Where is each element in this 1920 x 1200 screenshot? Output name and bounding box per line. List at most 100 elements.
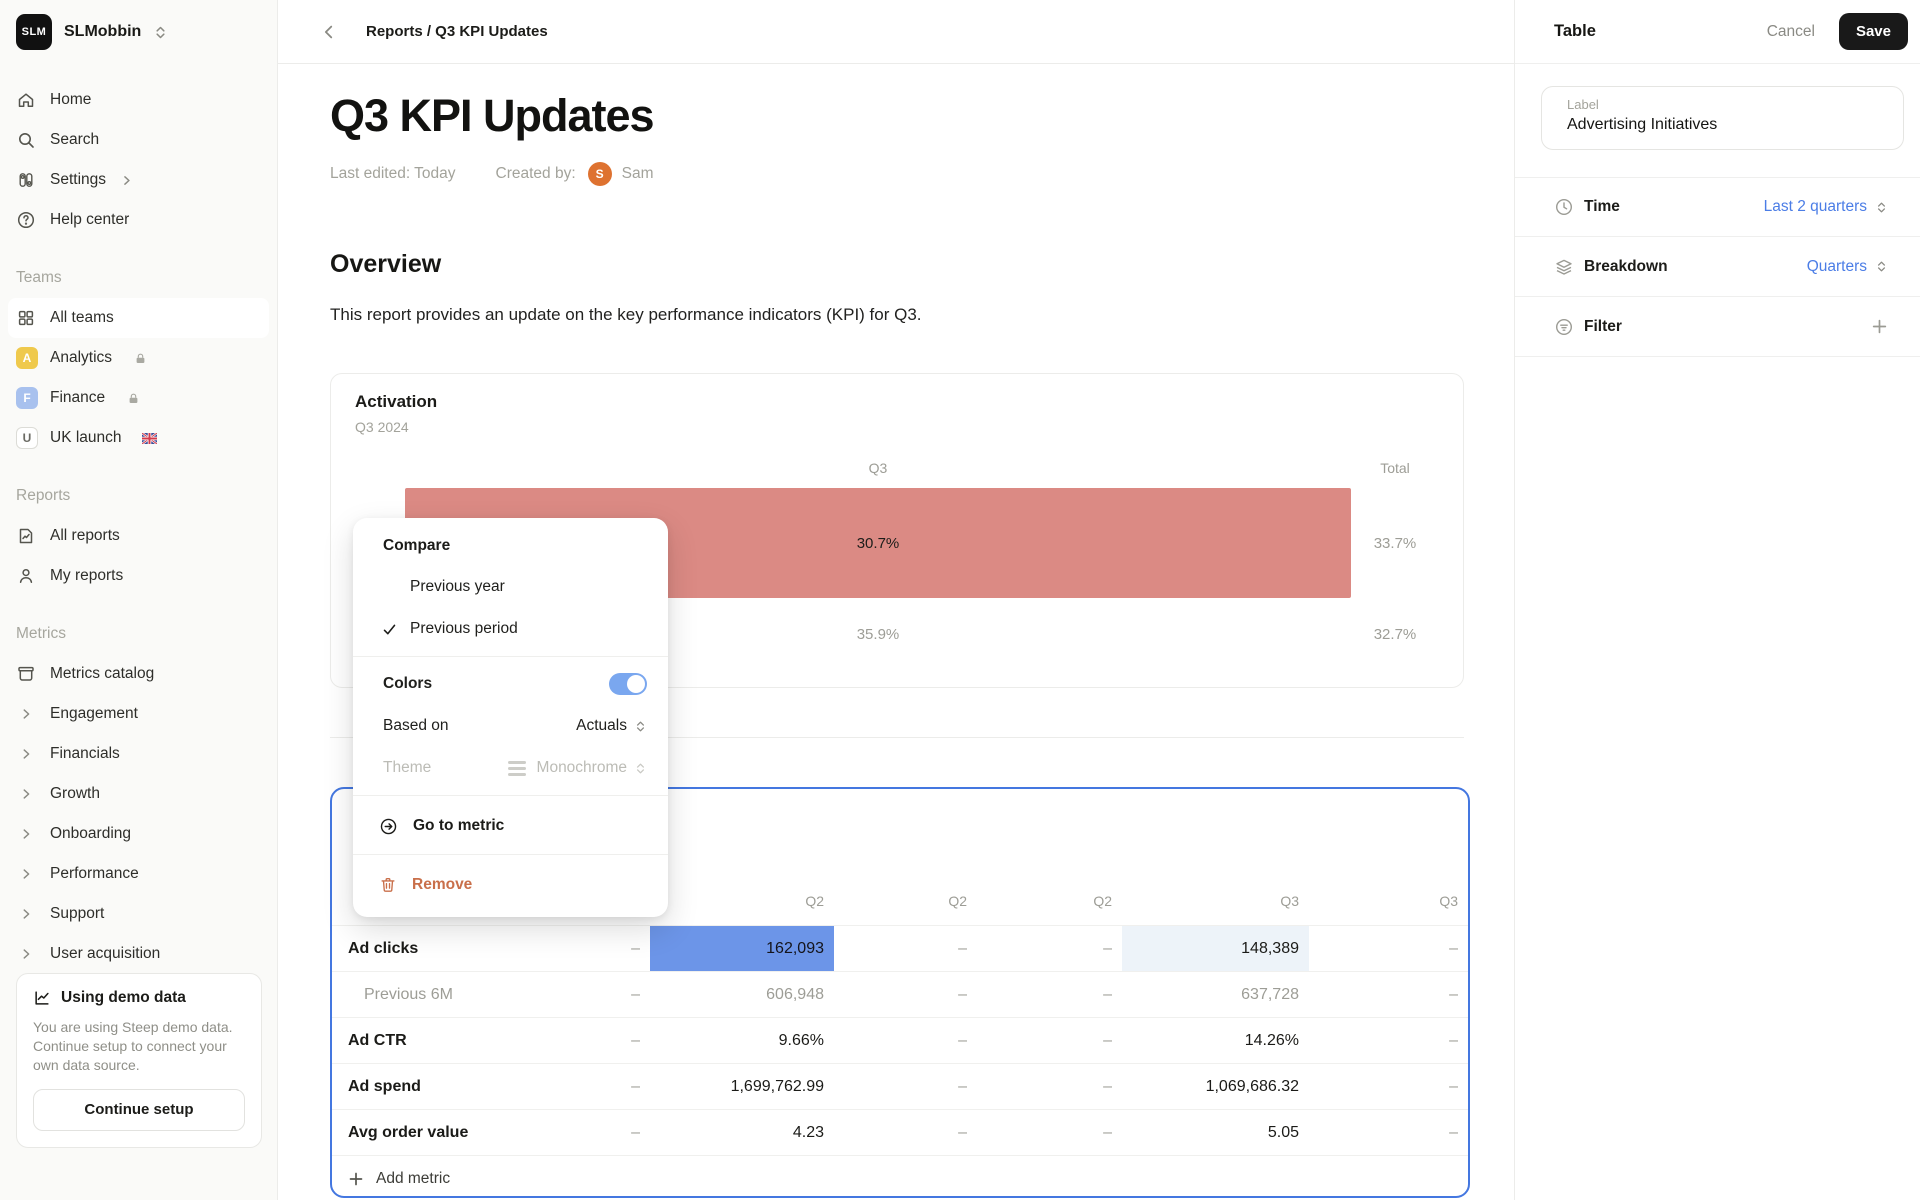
breadcrumb[interactable]: Reports / Q3 KPI Updates bbox=[366, 23, 548, 40]
table-cell-selected[interactable]: 162,093 bbox=[650, 926, 834, 971]
sidebar-item-label: Onboarding bbox=[50, 825, 132, 842]
go-to-metric-button[interactable]: Go to metric bbox=[353, 802, 668, 850]
sidebar-item-label: User acquisition bbox=[50, 945, 161, 962]
table-cell[interactable]: – bbox=[958, 939, 967, 957]
label-field[interactable]: Label Advertising Initiatives bbox=[1541, 86, 1904, 150]
table-cell[interactable]: 606,948 bbox=[766, 985, 824, 1003]
table-cell[interactable]: – bbox=[958, 1031, 967, 1049]
label-field-value: Advertising Initiatives bbox=[1567, 116, 1718, 133]
sidebar-item-settings[interactable]: Settings bbox=[0, 160, 277, 200]
sidebar-item-onboarding[interactable]: Onboarding bbox=[0, 814, 277, 854]
remove-button[interactable]: Remove bbox=[353, 861, 668, 909]
breakdown-label: Breakdown bbox=[1584, 257, 1668, 275]
metric-name[interactable]: Ad CTR bbox=[348, 1031, 407, 1049]
sidebar-item-label: Help center bbox=[50, 211, 130, 228]
sidebar-item-my-reports[interactable]: My reports bbox=[0, 556, 277, 596]
inspector-panel: Table Cancel Save Label Advertising Init… bbox=[1514, 0, 1920, 1200]
label-field-caption: Label bbox=[1567, 97, 1599, 112]
table-cell[interactable]: – bbox=[631, 1031, 640, 1049]
table-cell[interactable]: – bbox=[1449, 985, 1458, 1003]
based-on-select[interactable]: Actuals bbox=[576, 717, 647, 735]
menu-item-previous-period[interactable]: Previous period bbox=[353, 608, 668, 650]
table-cell[interactable]: – bbox=[958, 1123, 967, 1141]
chart-column-header-q3: Q3 bbox=[868, 460, 888, 476]
table-cell[interactable]: – bbox=[1103, 939, 1112, 957]
sidebar-item-search[interactable]: Search bbox=[0, 120, 277, 160]
column-header[interactable]: Q3 bbox=[1439, 893, 1458, 909]
table-cell-highlighted[interactable]: 148,389 bbox=[1122, 926, 1309, 971]
back-button[interactable] bbox=[320, 23, 338, 41]
add-metric-label: Add metric bbox=[376, 1170, 451, 1187]
sidebar-item-support[interactable]: Support bbox=[0, 894, 277, 934]
column-header[interactable]: Q2 bbox=[948, 893, 967, 909]
inspector-title: Table bbox=[1554, 22, 1596, 40]
sidebar-item-label: Financials bbox=[50, 745, 120, 762]
table-cell[interactable]: – bbox=[631, 985, 640, 1003]
bar-value-label: 30.7% bbox=[856, 534, 900, 552]
colors-toggle[interactable] bbox=[609, 673, 647, 695]
layers-icon bbox=[1554, 257, 1574, 277]
metric-name[interactable]: Ad spend bbox=[348, 1077, 421, 1095]
sidebar-item-home[interactable]: Home bbox=[0, 80, 277, 120]
table-cell[interactable]: – bbox=[631, 1123, 640, 1141]
metric-name[interactable]: Ad clicks bbox=[348, 939, 419, 957]
table-cell[interactable]: 637,728 bbox=[1241, 985, 1299, 1003]
sliders-icon bbox=[16, 170, 36, 190]
sidebar-item-all-teams[interactable]: All teams bbox=[8, 298, 269, 338]
chevron-updown-icon bbox=[153, 25, 168, 40]
sidebar-item-metrics-catalog[interactable]: Metrics catalog bbox=[0, 654, 277, 694]
table-cell[interactable]: 14.26% bbox=[1244, 1031, 1299, 1049]
time-select[interactable]: Last 2 quarters bbox=[1764, 198, 1888, 216]
table-cell[interactable]: – bbox=[1103, 1077, 1112, 1095]
workspace-switcher[interactable]: SLM SLMobbin bbox=[0, 0, 277, 64]
sidebar-item-growth[interactable]: Growth bbox=[0, 774, 277, 814]
table-cell[interactable]: – bbox=[1103, 1031, 1112, 1049]
table-cell[interactable]: – bbox=[1103, 1123, 1112, 1141]
sidebar-item-uk-launch[interactable]: U UK launch bbox=[0, 418, 277, 458]
continue-setup-button[interactable]: Continue setup bbox=[33, 1088, 245, 1131]
monochrome-swatch-icon bbox=[507, 760, 526, 776]
chevron-updown-icon bbox=[636, 763, 645, 773]
colors-row: Colors bbox=[353, 663, 668, 705]
sidebar-item-label: Settings bbox=[50, 171, 107, 188]
sidebar-item-user-acquisition[interactable]: User acquisition bbox=[0, 934, 277, 974]
breakdown-select[interactable]: Quarters bbox=[1807, 258, 1888, 276]
sidebar-item-all-reports[interactable]: All reports bbox=[0, 516, 277, 556]
column-header[interactable]: Q3 bbox=[1280, 893, 1299, 909]
sidebar-item-analytics[interactable]: A Analytics bbox=[0, 338, 277, 378]
table-cell[interactable]: 9.66% bbox=[778, 1031, 824, 1049]
table-cell[interactable]: 1,069,686.32 bbox=[1205, 1077, 1299, 1095]
chevron-right-icon bbox=[16, 787, 36, 801]
sidebar-item-label: Search bbox=[50, 131, 100, 148]
doc-meta: Last edited: Today Created by: S Sam bbox=[330, 162, 654, 186]
sidebar-item-help-center[interactable]: Help center bbox=[0, 200, 277, 240]
cancel-button[interactable]: Cancel bbox=[1766, 22, 1815, 40]
sidebar-item-finance[interactable]: F Finance bbox=[0, 378, 277, 418]
table-cell[interactable]: 1,699,762.99 bbox=[730, 1077, 824, 1095]
table-cell[interactable]: – bbox=[958, 985, 967, 1003]
table-cell[interactable]: 4.23 bbox=[792, 1123, 824, 1141]
add-filter-button[interactable] bbox=[1871, 318, 1888, 335]
add-metric-button[interactable]: Add metric bbox=[332, 1155, 1468, 1196]
lock-icon bbox=[127, 392, 140, 405]
column-header[interactable]: Q2 bbox=[1093, 893, 1112, 909]
table-cell[interactable]: – bbox=[631, 939, 640, 957]
metric-name[interactable]: Avg order value bbox=[348, 1123, 469, 1141]
table-cell[interactable]: – bbox=[1449, 1077, 1458, 1095]
table-cell[interactable]: 5.05 bbox=[1267, 1123, 1299, 1141]
sidebar-item-financials[interactable]: Financials bbox=[0, 734, 277, 774]
sidebar-item-performance[interactable]: Performance bbox=[0, 854, 277, 894]
table-cell[interactable]: – bbox=[958, 1077, 967, 1095]
menu-item-previous-year[interactable]: Previous year bbox=[410, 578, 505, 595]
table-cell[interactable]: – bbox=[1449, 1123, 1458, 1141]
table-cell[interactable]: – bbox=[1103, 985, 1112, 1003]
table-cell[interactable]: – bbox=[1449, 1031, 1458, 1049]
save-button[interactable]: Save bbox=[1838, 13, 1908, 50]
table-cell[interactable]: – bbox=[1449, 939, 1458, 957]
table-cell[interactable]: – bbox=[631, 1077, 640, 1095]
sidebar-item-engagement[interactable]: Engagement bbox=[0, 694, 277, 734]
chevron-right-icon bbox=[16, 747, 36, 761]
column-header[interactable]: Q2 bbox=[805, 893, 824, 909]
team-avatar-finance: F bbox=[16, 387, 38, 409]
metric-name[interactable]: Previous 6M bbox=[364, 985, 453, 1003]
